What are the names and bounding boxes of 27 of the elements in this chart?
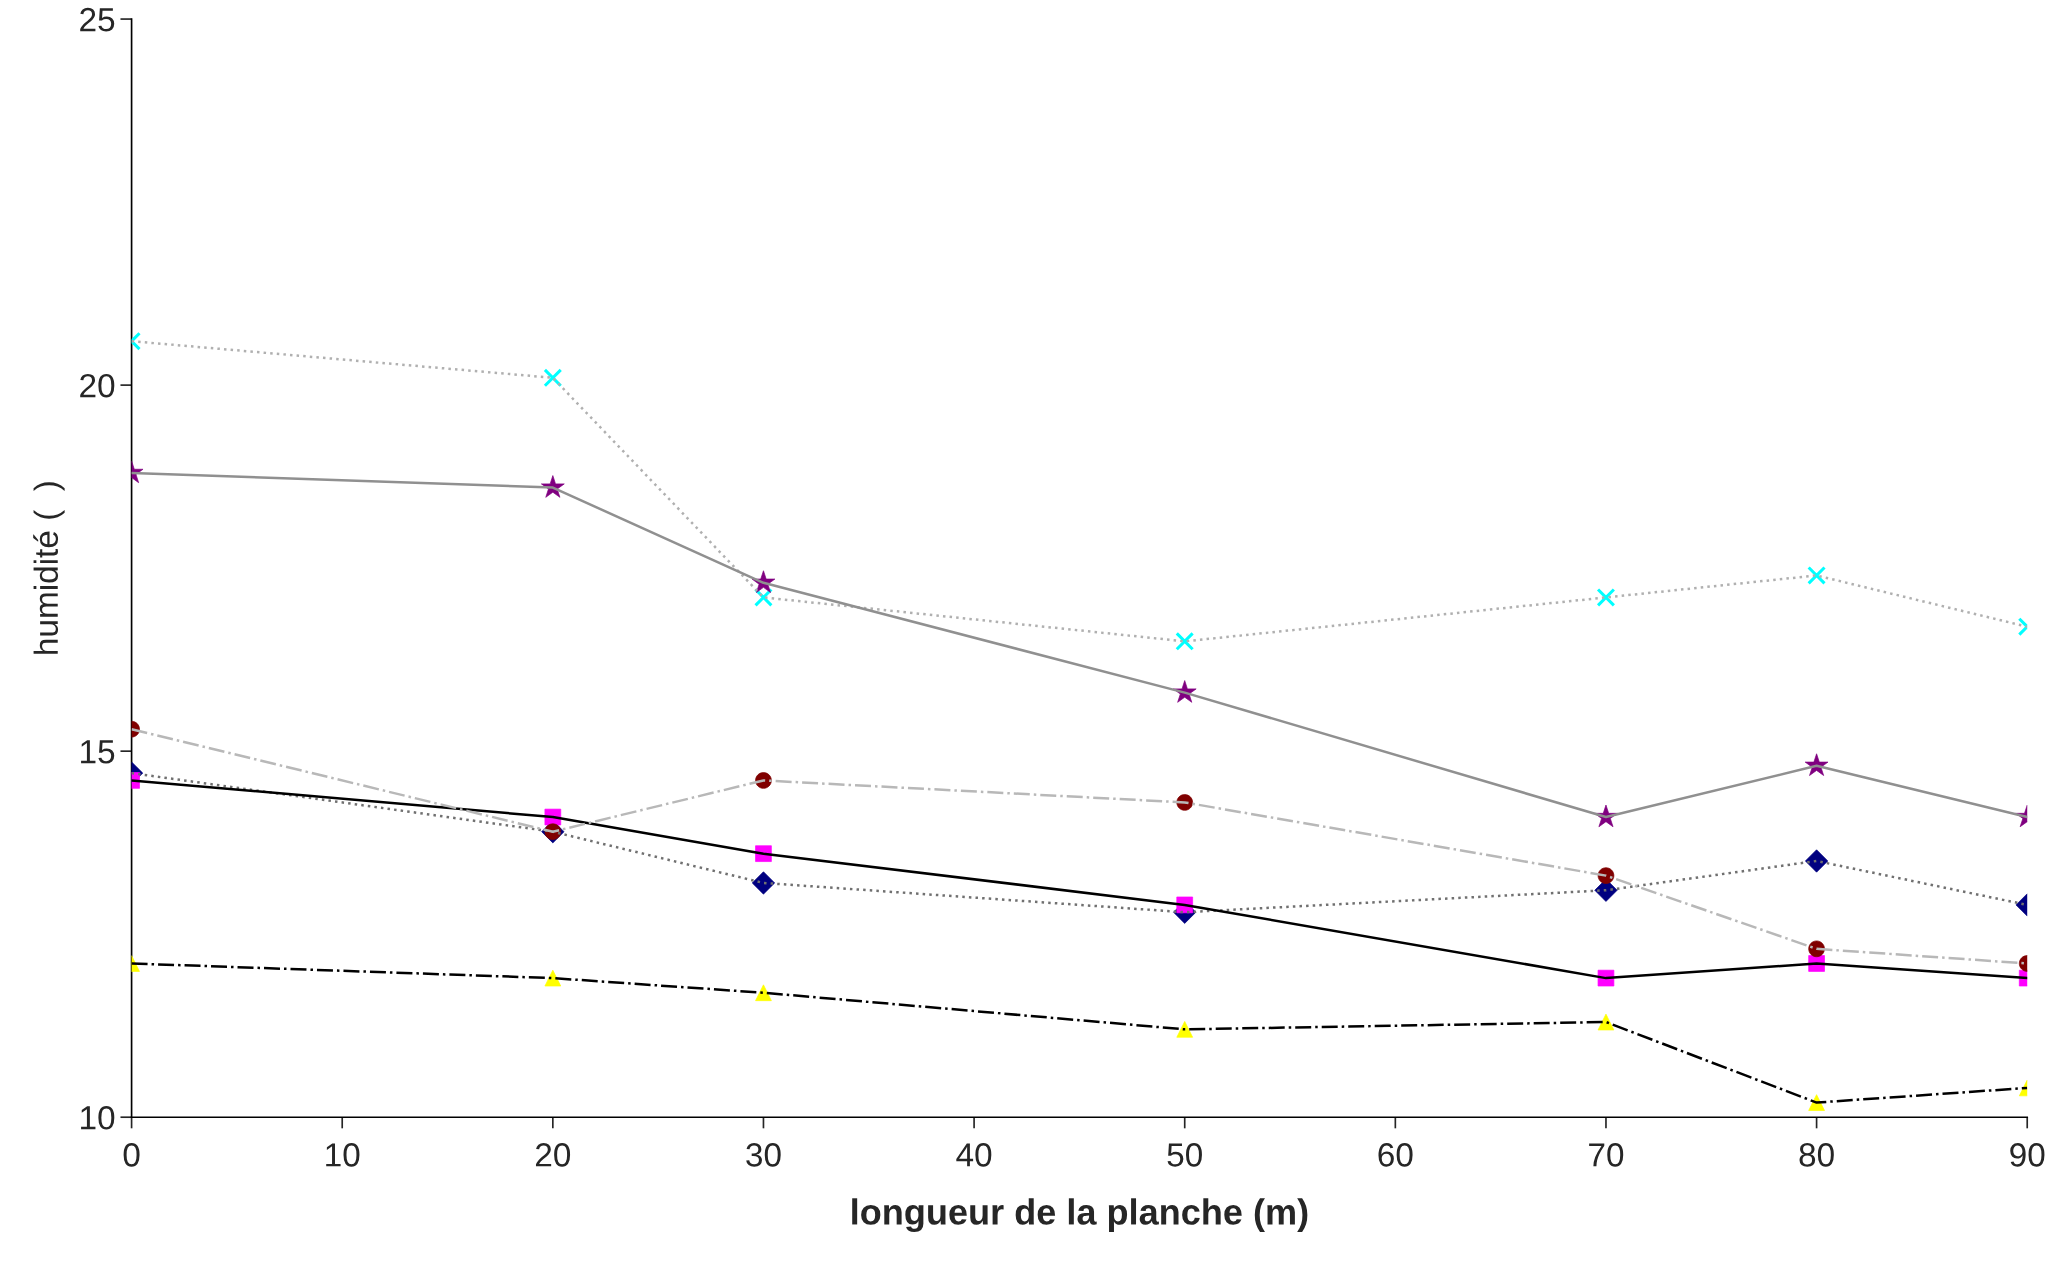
x-tick-label: 60 — [1378, 1143, 1413, 1167]
point — [1596, 587, 1616, 607]
y-tick-label: 10 — [81, 1106, 115, 1130]
x-tick-label: 30 — [746, 1143, 781, 1167]
point — [755, 984, 772, 1002]
point — [1807, 566, 1827, 585]
x-tick-label: 80 — [1799, 1143, 1834, 1167]
point — [1175, 631, 1195, 651]
point — [543, 368, 563, 388]
x-axis-title: longueur de la planche (m) — [852, 1198, 1308, 1233]
y-tick-label: 15 — [81, 740, 115, 764]
point — [544, 969, 562, 987]
x-tick-label: 70 — [1589, 1143, 1624, 1167]
y-tick-label: 25 — [80, 7, 115, 32]
x-tick-label: 20 — [535, 1143, 571, 1167]
x-tick-label: 10 — [326, 1143, 360, 1167]
point — [754, 587, 773, 607]
y-tick-label: 20 — [80, 373, 115, 398]
point — [1176, 1021, 1193, 1038]
y-axis-title: humidité ( ) — [33, 482, 65, 654]
point — [1805, 849, 1829, 873]
point — [751, 871, 776, 895]
x-tick-label: 0 — [123, 1143, 140, 1167]
point — [1597, 1013, 1615, 1031]
x-tick-label: 40 — [956, 1143, 992, 1167]
x-tick-label: 50 — [1167, 1143, 1202, 1167]
x-tick-label: 90 — [2010, 1143, 2045, 1167]
